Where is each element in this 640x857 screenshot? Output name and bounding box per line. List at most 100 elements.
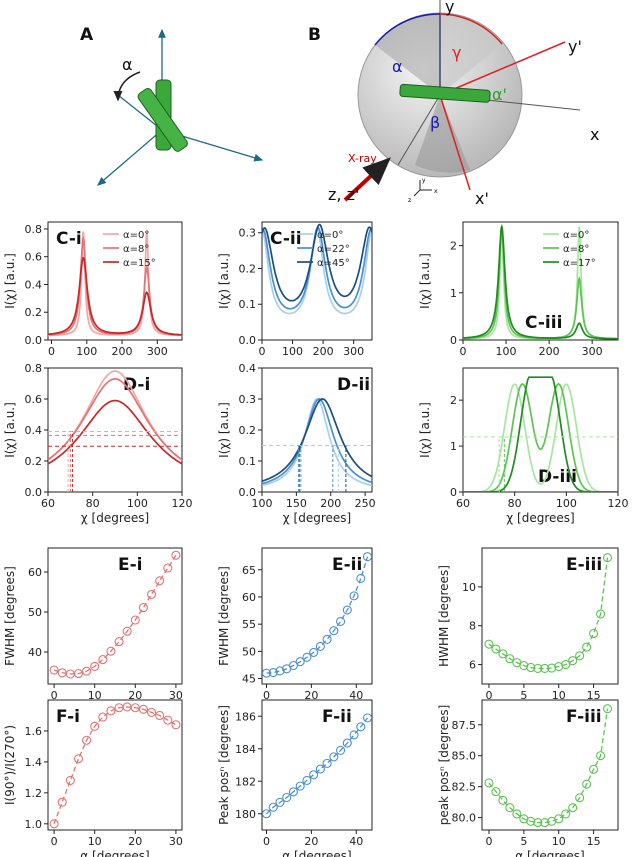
- data-point: [491, 644, 501, 654]
- y-axis-label: I(χ) [a.u.]: [217, 402, 231, 458]
- data-point: [98, 655, 108, 665]
- legend-label: α=8°: [123, 244, 149, 255]
- y-tick-label: 60: [242, 591, 256, 604]
- x-axis-label: α [degrees]: [80, 849, 149, 857]
- x-tick-label: 5: [520, 835, 527, 848]
- chart-f1: 0 10 20 30 1.0 1.2 1.4 1.6 α [degrees] I(90°)/I(2…: [3, 699, 183, 857]
- y-tick-label: 60: [28, 566, 42, 579]
- y-tick-label: 0.1: [239, 455, 257, 468]
- data-point: [73, 754, 84, 764]
- y-axis-label: I(χ) [a.u.]: [3, 402, 17, 458]
- x-tick-label: 0: [259, 345, 266, 358]
- plot-frame: [47, 699, 183, 831]
- y-tick-label: 6: [469, 659, 476, 672]
- plot-area: [262, 398, 372, 492]
- x-tick-label: 100: [127, 497, 148, 510]
- x-tick-label: 10: [88, 835, 102, 848]
- y-axis-label: HWHM [degrees]: [437, 565, 451, 667]
- x-tick-label: 15: [587, 689, 601, 702]
- plot-area: [48, 231, 182, 337]
- x-tick-label: 300: [147, 345, 168, 358]
- x-tick-label: 5: [520, 689, 527, 702]
- data-point: [275, 666, 285, 676]
- data-point: [130, 615, 140, 625]
- data-point: [362, 713, 372, 723]
- legend-label: α=45°: [317, 258, 350, 269]
- legend-label: α=0°: [123, 230, 149, 241]
- data-point: [82, 735, 92, 745]
- data-point: [106, 646, 116, 656]
- data-point: [282, 792, 292, 803]
- plot-area: [262, 552, 372, 678]
- series-line: [262, 398, 372, 485]
- plot-frame: [47, 367, 183, 493]
- plot-area: [48, 370, 182, 492]
- y-tick-label: 55: [242, 618, 256, 631]
- plot-frame: [462, 367, 619, 493]
- y-tick-label: 50: [242, 645, 256, 658]
- b-xray-label: X-ray: [348, 152, 377, 165]
- y-tick-label: 65: [242, 564, 256, 577]
- data-point: [491, 787, 501, 797]
- data-point: [295, 781, 305, 791]
- y-tick-label: 2: [450, 240, 457, 253]
- diagram-a: A α: [80, 25, 264, 186]
- x-axis-label: χ [degrees]: [283, 511, 351, 525]
- plot-area: [262, 223, 372, 315]
- x-tick-label: 100: [556, 497, 577, 510]
- data-point: [288, 787, 298, 797]
- y-tick-label: 186: [235, 710, 256, 723]
- y-tick-label: 0.1: [239, 298, 257, 311]
- chart-e3: 0 5 10 15 6 8 10 HWHM [degrees] E-iii: [437, 547, 619, 702]
- y-tick-label: 0.6: [25, 251, 43, 264]
- x-tick-label: 100: [496, 345, 517, 358]
- diagram-b: B y y' x x' z, z' X-ray α γ β α' y z x: [308, 0, 599, 208]
- plot-frame: [261, 547, 373, 685]
- data-point: [356, 722, 366, 732]
- x-tick-label: 20: [304, 689, 318, 702]
- x-axis-label: χ [degrees]: [81, 511, 149, 525]
- data-point: [582, 779, 592, 789]
- plot-area: [463, 223, 618, 340]
- legend-label: α=0°: [563, 230, 589, 241]
- data-point: [302, 652, 312, 662]
- plot-frame: [261, 221, 373, 341]
- x-tick-label: 80: [86, 497, 100, 510]
- data-point: [342, 738, 352, 748]
- data-point: [315, 764, 325, 774]
- x-axis-label: α [degrees]: [515, 849, 584, 857]
- data-point: [98, 712, 108, 722]
- plot-frame: [261, 699, 373, 831]
- x-tick-label: 30: [169, 835, 183, 848]
- data-point: [547, 663, 557, 673]
- data-point: [302, 775, 312, 785]
- x-tick-label: 120: [608, 497, 629, 510]
- legend-label: α=0°: [317, 230, 343, 241]
- y-tick-label: 0.0: [239, 486, 257, 499]
- chart-c2: 0 100 200 300 0.0 0.1 0.2 0.3 I(χ) [a.u.] C-ii α=0…: [217, 221, 373, 358]
- x-tick-label: 60: [41, 497, 55, 510]
- b-x-label: x: [590, 125, 599, 144]
- xray-arrow: [343, 157, 391, 202]
- data-point: [73, 669, 84, 679]
- x-tick-label: 100: [282, 345, 303, 358]
- y-tick-label: 0.2: [25, 306, 43, 319]
- x-tick-label: 200: [320, 497, 341, 510]
- x-tick-label: 100: [76, 345, 97, 358]
- series-line: [463, 223, 618, 340]
- y-tick-label: 80.0: [452, 812, 477, 825]
- data-point: [540, 663, 550, 674]
- data-point: [138, 704, 148, 714]
- x-tick-label: 0: [51, 835, 58, 848]
- y-tick-label: 10: [462, 581, 476, 594]
- y-tick-label: 0.6: [25, 393, 43, 406]
- x-axis-label: χ [degrees]: [506, 511, 574, 525]
- data-point: [268, 668, 278, 678]
- x-tick-label: 200: [313, 345, 334, 358]
- y-tick-label: 0.4: [25, 424, 43, 437]
- mini-x-label: x: [434, 188, 438, 195]
- panel-label: F-iii: [566, 707, 602, 727]
- series-line: [48, 235, 182, 336]
- legend-label: α=15°: [123, 258, 156, 269]
